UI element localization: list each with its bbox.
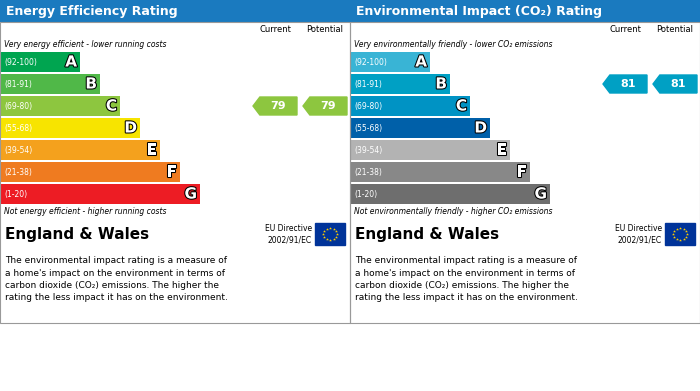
Text: D: D xyxy=(475,120,487,136)
Text: (92-100): (92-100) xyxy=(354,57,387,66)
Polygon shape xyxy=(653,75,697,93)
Text: England & Wales: England & Wales xyxy=(5,226,149,242)
Bar xyxy=(350,22,700,323)
Bar xyxy=(350,140,510,160)
Text: C: C xyxy=(106,99,117,113)
Bar xyxy=(0,140,160,160)
Text: B: B xyxy=(85,77,97,91)
Bar xyxy=(0,218,350,250)
Bar xyxy=(300,22,350,38)
Text: (69-80): (69-80) xyxy=(4,102,32,111)
Text: C: C xyxy=(456,99,467,113)
Text: (39-54): (39-54) xyxy=(4,145,32,154)
Text: G: G xyxy=(535,187,547,201)
Text: E: E xyxy=(146,142,157,158)
Bar xyxy=(0,74,100,94)
Text: Current: Current xyxy=(609,25,641,34)
Bar xyxy=(350,74,450,94)
Text: A: A xyxy=(65,54,77,70)
Text: F: F xyxy=(517,165,527,179)
Text: 81: 81 xyxy=(671,79,686,89)
Bar xyxy=(665,223,695,245)
Bar xyxy=(350,96,470,116)
Polygon shape xyxy=(303,97,347,115)
Text: (81-91): (81-91) xyxy=(4,79,32,88)
Text: Potential: Potential xyxy=(307,25,344,34)
Bar xyxy=(0,96,120,116)
Text: Current: Current xyxy=(259,25,291,34)
Text: (92-100): (92-100) xyxy=(4,57,37,66)
Bar xyxy=(0,52,80,72)
Bar xyxy=(600,22,650,38)
Text: 79: 79 xyxy=(271,101,286,111)
Bar xyxy=(350,22,700,218)
Bar xyxy=(350,118,490,138)
Bar xyxy=(0,22,250,38)
Text: The environmental impact rating is a measure of
a home's impact on the environme: The environmental impact rating is a mea… xyxy=(5,256,228,303)
Text: (81-91): (81-91) xyxy=(354,79,382,88)
Bar xyxy=(350,162,530,182)
Bar xyxy=(350,218,700,250)
Bar xyxy=(0,184,200,204)
Polygon shape xyxy=(603,75,647,93)
Bar xyxy=(350,52,430,72)
Bar xyxy=(0,118,140,138)
Text: Not environmentally friendly - higher CO₂ emissions: Not environmentally friendly - higher CO… xyxy=(354,207,552,216)
Text: 79: 79 xyxy=(321,101,336,111)
Text: (55-68): (55-68) xyxy=(354,124,382,133)
Text: Environmental Impact (CO₂) Rating: Environmental Impact (CO₂) Rating xyxy=(356,5,602,18)
Bar xyxy=(350,0,700,22)
Text: Energy Efficiency Rating: Energy Efficiency Rating xyxy=(6,5,178,18)
Text: (1-20): (1-20) xyxy=(4,190,27,199)
Bar xyxy=(315,223,345,245)
Bar xyxy=(350,184,550,204)
Text: (55-68): (55-68) xyxy=(4,124,32,133)
Bar xyxy=(0,162,180,182)
Bar xyxy=(250,22,300,38)
Text: B: B xyxy=(435,77,447,91)
Text: The environmental impact rating is a measure of
a home's impact on the environme: The environmental impact rating is a mea… xyxy=(355,256,578,303)
Text: Not energy efficient - higher running costs: Not energy efficient - higher running co… xyxy=(4,207,167,216)
Bar xyxy=(650,22,700,38)
Text: 81: 81 xyxy=(621,79,636,89)
Text: England & Wales: England & Wales xyxy=(355,226,499,242)
Bar xyxy=(350,22,600,38)
Text: Potential: Potential xyxy=(657,25,694,34)
Text: G: G xyxy=(185,187,197,201)
Bar xyxy=(0,0,350,22)
Text: Very environmentally friendly - lower CO₂ emissions: Very environmentally friendly - lower CO… xyxy=(354,40,552,49)
Text: (1-20): (1-20) xyxy=(354,190,377,199)
Text: F: F xyxy=(167,165,177,179)
Text: D: D xyxy=(125,120,137,136)
Text: (21-38): (21-38) xyxy=(4,167,32,176)
Text: EU Directive
2002/91/EC: EU Directive 2002/91/EC xyxy=(265,224,312,244)
Text: Very energy efficient - lower running costs: Very energy efficient - lower running co… xyxy=(4,40,167,49)
Bar xyxy=(0,22,350,218)
Text: (21-38): (21-38) xyxy=(354,167,382,176)
Polygon shape xyxy=(253,97,297,115)
Text: (39-54): (39-54) xyxy=(354,145,382,154)
Text: EU Directive
2002/91/EC: EU Directive 2002/91/EC xyxy=(615,224,662,244)
Bar xyxy=(0,22,350,323)
Text: A: A xyxy=(415,54,427,70)
Text: E: E xyxy=(496,142,507,158)
Text: (69-80): (69-80) xyxy=(354,102,382,111)
